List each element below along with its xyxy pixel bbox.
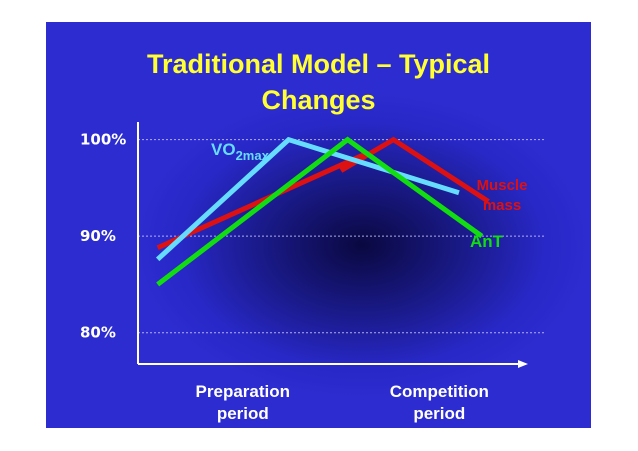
slide-title-line-1: Traditional Model – Typical — [146, 49, 491, 79]
series-line-vo2max — [155, 136, 460, 262]
series-label-muscle-mass: mass — [483, 197, 521, 214]
x-category-label: period — [217, 404, 269, 423]
x-category-label: Preparation — [196, 382, 290, 401]
y-tick-label: 100% — [80, 131, 126, 149]
line-chart: 100% 90% 80% Preparation period Competition p… — [80, 122, 546, 423]
slide: Traditional Model – Typical Changes 100%… — [46, 22, 591, 428]
y-tick-label: 80% — [80, 324, 116, 342]
series-label-vo2max: VO2max — [211, 140, 270, 163]
x-category-label: period — [413, 404, 465, 423]
series-line-ant — [156, 136, 484, 287]
series-label-ant: AnT — [470, 232, 504, 251]
slide-title-line-2: Changes — [261, 85, 376, 115]
series-label-muscle-mass: Muscle — [477, 177, 528, 194]
series-line-muscle-mass — [156, 136, 490, 251]
x-category-label: Competition — [390, 382, 489, 401]
y-tick-label: 90% — [80, 227, 116, 245]
